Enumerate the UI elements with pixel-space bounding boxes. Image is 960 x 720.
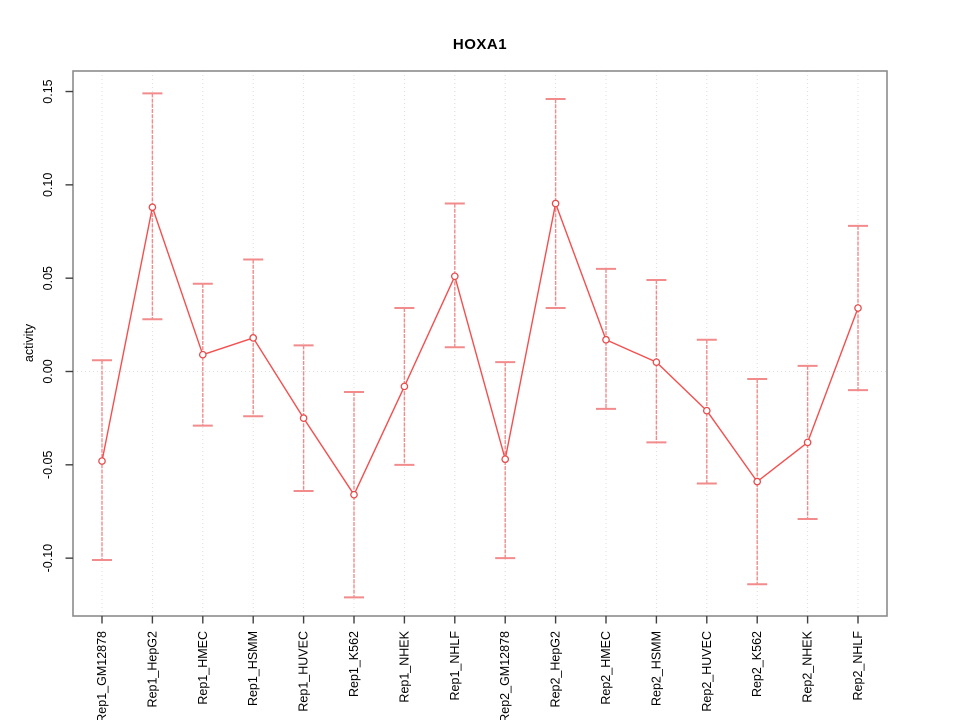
chart-title: HOXA1	[452, 36, 508, 53]
data-point-marker	[702, 406, 711, 415]
x-tick-label: Rep2_NHEK	[801, 630, 815, 702]
data-point-marker	[602, 335, 610, 344]
x-tick-label: Rep1_HepG2	[145, 631, 159, 707]
y-tick-label: -0.10	[41, 544, 55, 573]
data-point-marker	[400, 382, 409, 391]
x-tick-label: Rep2_HUVEC	[700, 631, 714, 712]
data-point-marker	[350, 490, 358, 499]
error-bar	[293, 344, 314, 492]
error-bars	[92, 92, 868, 599]
x-tick-label: Rep1_NHEK	[397, 630, 411, 702]
error-bar	[495, 361, 516, 560]
data-point-marker	[299, 414, 308, 423]
error-bar	[444, 202, 465, 349]
y-tick-label: 0.10	[41, 173, 55, 197]
x-tick-label: Rep2_HSMM	[649, 631, 663, 706]
data-point-marker	[652, 358, 661, 367]
x-tick-label: Rep1_NHLF	[448, 631, 462, 701]
x-axis: Rep1_GM12878 Rep1_HepG2 Rep1_HMEC Rep1_HSMM…	[95, 616, 865, 720]
y-tick-label: 0.15	[41, 79, 55, 103]
x-tick-label: Rep2_K562	[750, 631, 764, 697]
data-point-marker	[854, 304, 862, 312]
x-tick-label: Rep2_HepG2	[549, 631, 563, 707]
data-point-marker	[753, 477, 762, 486]
y-tick-label: 0.05	[41, 266, 55, 290]
x-tick-label: Rep1_K562	[347, 631, 361, 697]
plot-border	[72, 70, 888, 617]
data-point-marker	[198, 350, 207, 359]
x-tick-label: Rep1_HMEC	[196, 631, 210, 705]
data-point-marker	[98, 457, 106, 465]
data-point-marker	[450, 272, 459, 281]
y-tick-label: 0.00	[41, 359, 55, 383]
error-bar	[696, 338, 717, 485]
x-tick-label: Rep2_HMEC	[599, 631, 613, 705]
x-tick-label: Rep1_GM12878	[95, 631, 109, 720]
data-point-marker	[501, 455, 510, 464]
y-axis: 0.15 0.10 0.05 0.00 -0.05 -0.10	[41, 79, 73, 572]
y-tick-label: -0.05	[41, 451, 55, 480]
gridlines	[101, 71, 859, 616]
x-tick-label: Rep1_HSMM	[246, 631, 260, 706]
y-axis-title: activity	[22, 323, 36, 363]
series-line	[101, 202, 859, 496]
x-tick-label: Rep2_NHLF	[851, 631, 865, 701]
data-point-marker	[249, 334, 258, 342]
data-point-marker	[148, 203, 157, 212]
markers	[98, 199, 862, 499]
data-point-marker	[803, 438, 812, 447]
x-tick-label: Rep2_GM12878	[498, 631, 512, 720]
data-point-marker	[551, 199, 560, 208]
x-tick-label: Rep1_HUVEC	[297, 631, 311, 712]
error-bar	[848, 224, 868, 392]
